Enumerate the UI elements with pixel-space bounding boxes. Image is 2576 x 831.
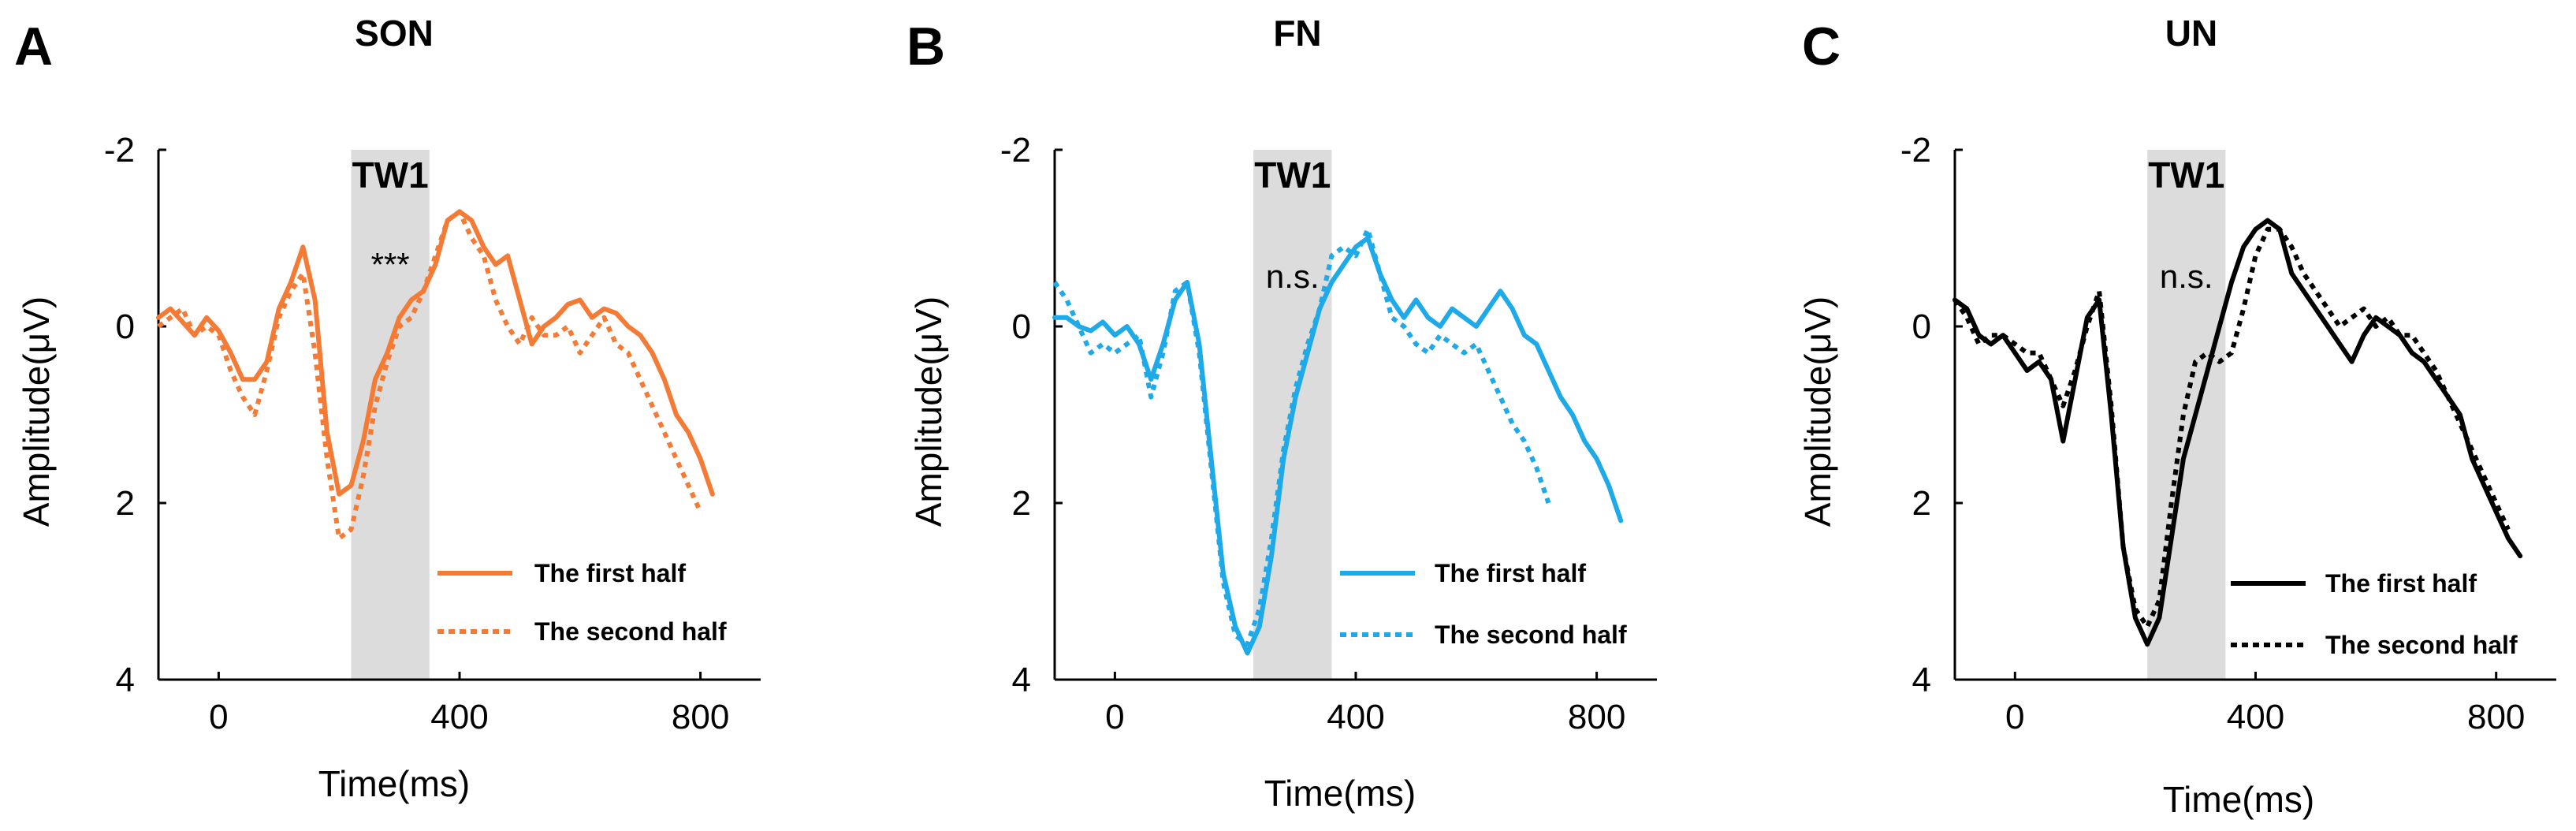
legend: The first half The second half xyxy=(2231,569,2518,659)
panel-letter-c: C xyxy=(1802,17,1841,76)
y-tick-label: -2 xyxy=(1900,131,1931,170)
time-window-label: TW1 xyxy=(352,155,429,196)
legend-label-first-half: The first half xyxy=(1435,559,1586,587)
y-tick-label: 2 xyxy=(1912,484,1931,523)
time-window-label: TW1 xyxy=(1254,155,1331,196)
legend: The first half The second half xyxy=(1340,559,1627,649)
y-tick-label: 4 xyxy=(1912,661,1931,699)
panel-title: UN xyxy=(2165,13,2217,54)
series-line-second-half xyxy=(1952,226,2511,629)
time-window-label: TW1 xyxy=(2148,155,2224,196)
x-tick-label: 800 xyxy=(2467,698,2525,736)
series-line-second-half xyxy=(157,209,703,541)
y-tick-label: -2 xyxy=(104,131,135,170)
y-tick-label: 4 xyxy=(116,661,135,699)
legend-label-second-half: The second half xyxy=(1435,620,1627,649)
time-window-shade xyxy=(351,150,430,680)
series-line-first-half xyxy=(156,209,715,497)
x-axis-label: Time(ms) xyxy=(318,763,470,804)
significance-label: n.s. xyxy=(2160,258,2213,295)
y-tick-label: 0 xyxy=(1012,307,1031,346)
y-axis-label: Amplitude(μV) xyxy=(16,296,57,527)
legend-label-first-half: The first half xyxy=(534,559,686,587)
legend: The first half The second half xyxy=(437,559,727,646)
x-tick-label: 0 xyxy=(209,698,228,736)
x-tick-label: 400 xyxy=(2227,698,2284,736)
y-tick-label: 2 xyxy=(1012,484,1031,523)
x-tick-label: 800 xyxy=(672,698,729,736)
x-tick-label: 0 xyxy=(1105,698,1124,736)
y-tick-label: 2 xyxy=(116,484,135,523)
y-tick-label: -2 xyxy=(1000,131,1031,170)
plot-area: TW1 n.s. -2 0 2 4 0 400 800 xyxy=(1000,131,1657,736)
y-axis-label: Amplitude(μV) xyxy=(908,296,949,527)
x-tick-label: 800 xyxy=(1568,698,1625,736)
plot-area: TW1 n.s. -2 0 2 4 0 400 800 xyxy=(1900,131,2556,736)
legend-label-second-half: The second half xyxy=(534,617,727,646)
y-axis-label: Amplitude(μV) xyxy=(1797,296,1838,527)
plot-area: TW1 *** -2 0 2 4 0 400 800 xyxy=(104,131,761,736)
x-tick-label: 0 xyxy=(2005,698,2024,736)
legend-label-second-half: The second half xyxy=(2325,631,2518,659)
series-line-second-half xyxy=(1052,226,1551,647)
panel-b: B FN TW1 n.s. -2 0 2 4 0 400 800 Time(ms) Amplit… xyxy=(906,13,1657,814)
significance-label: *** xyxy=(371,246,410,283)
panel-a: A SON TW1 *** -2 0 2 4 0 400 800 Time(ms) Amplit… xyxy=(14,13,761,804)
x-tick-label: 400 xyxy=(1327,698,1384,736)
panel-c: C UN TW1 n.s. -2 0 2 4 0 400 800 Time(ms) Amplit… xyxy=(1797,13,2556,820)
x-axis-label: Time(ms) xyxy=(2163,779,2314,820)
x-tick-label: 400 xyxy=(430,698,488,736)
x-axis-label: Time(ms) xyxy=(1264,773,1416,814)
panel-title: SON xyxy=(355,13,434,54)
y-tick-label: 0 xyxy=(116,307,135,346)
panel-title: FN xyxy=(1273,13,1321,54)
y-tick-label: 4 xyxy=(1012,661,1031,699)
series-line-first-half xyxy=(1052,236,1624,656)
significance-label: n.s. xyxy=(1266,258,1320,295)
panel-letter-b: B xyxy=(906,17,945,76)
time-window-shade xyxy=(2147,150,2226,680)
y-tick-label: 0 xyxy=(1912,307,1931,346)
legend-label-first-half: The first half xyxy=(2325,569,2477,598)
panel-letter-a: A xyxy=(14,17,53,76)
